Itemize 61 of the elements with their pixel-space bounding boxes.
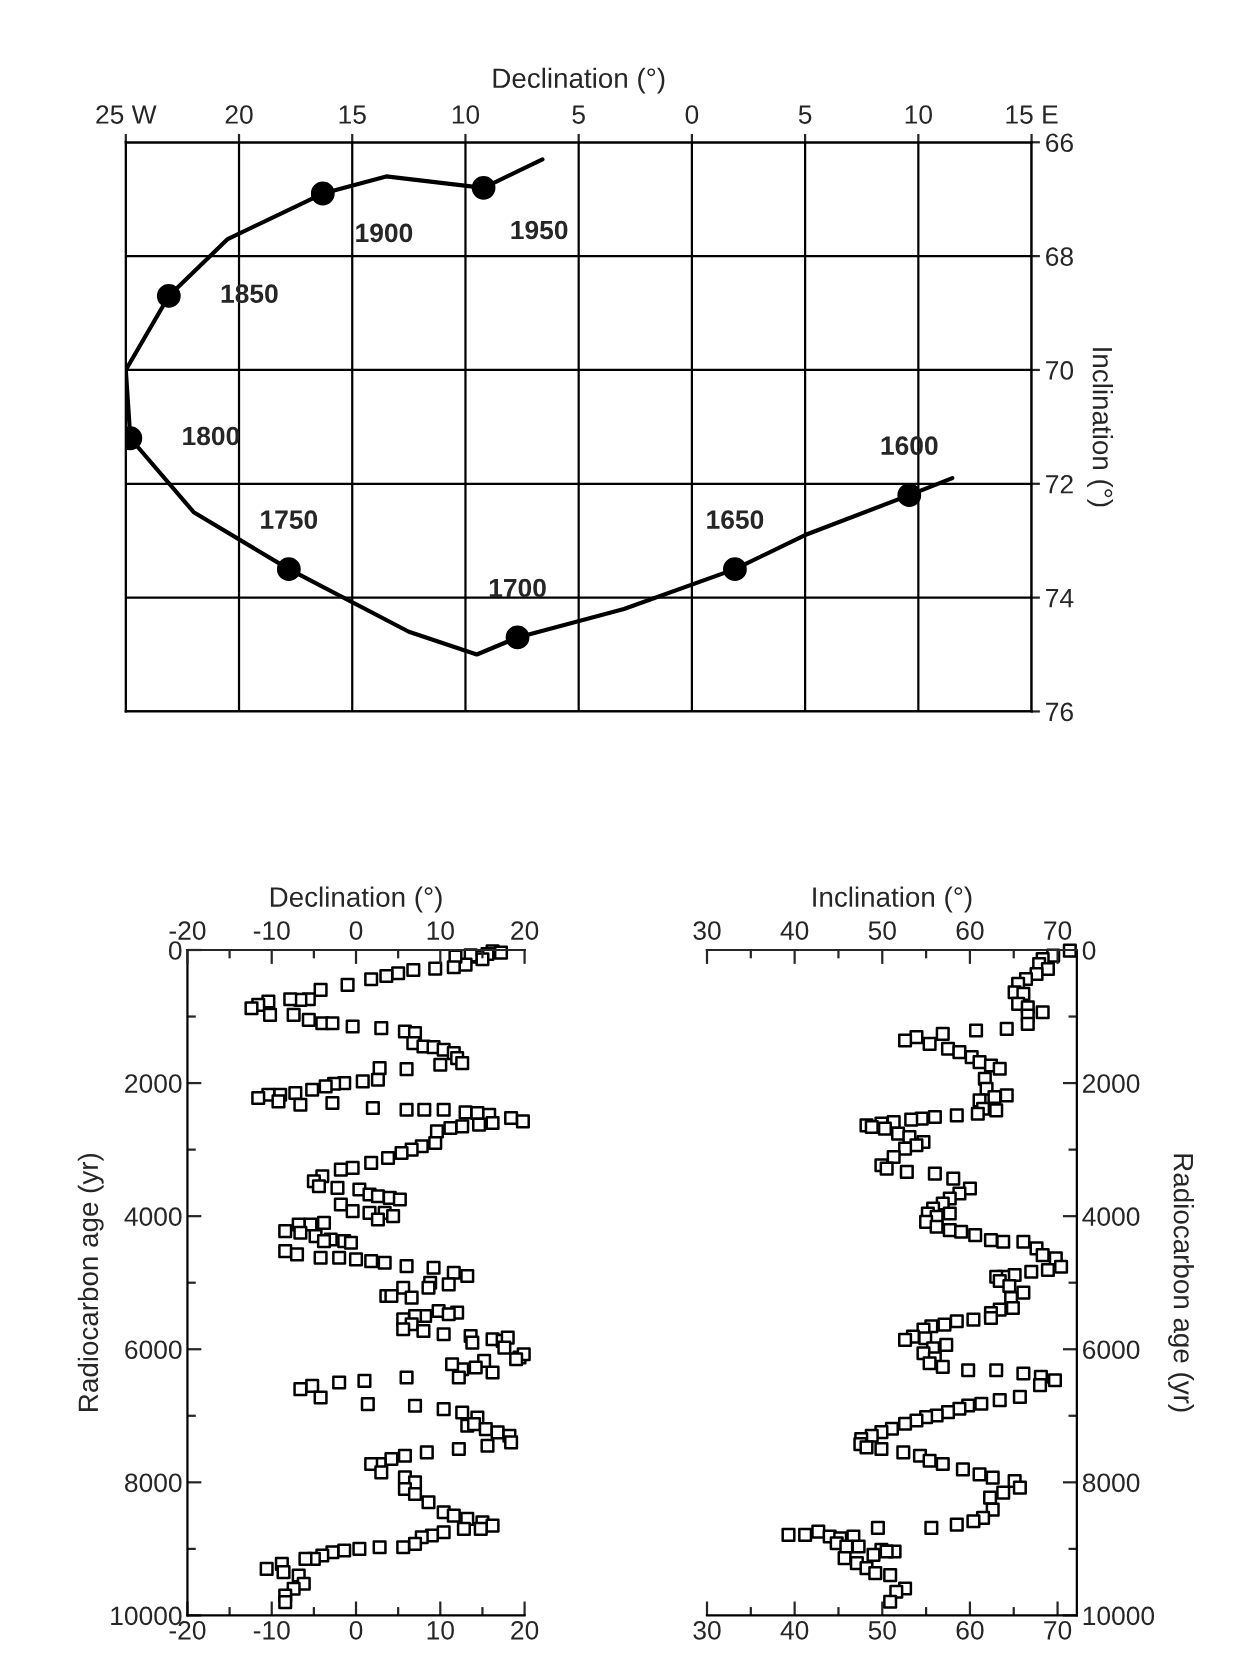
x2-tick-label: 40 — [780, 921, 809, 940]
x-tick-label: 10 — [905, 105, 932, 124]
x-tick-label: 20 — [511, 1620, 539, 1640]
x-tick-label: 60 — [956, 1620, 984, 1640]
y-axis-title: Radiocarbon age (yr) — [77, 1153, 104, 1411]
y2-tick-label: 8000 — [1082, 1473, 1140, 1493]
y2-axis-title: Radiocarbon age (yr) — [1168, 1154, 1194, 1412]
x-tick-label: 30 — [693, 1620, 721, 1640]
x-axis-title: Declination (°) — [493, 67, 665, 94]
x-tick-label: 10 — [427, 1620, 454, 1640]
y-tick-label: 76 — [1046, 702, 1073, 722]
annotation: 1650 — [707, 510, 764, 530]
x-tick-label: 0 — [685, 105, 699, 124]
x2-axis-title: Declination (°) — [270, 886, 442, 913]
y-tick-label: 8000 — [125, 1473, 182, 1493]
point — [276, 557, 301, 582]
y-tick-label: 68 — [1046, 247, 1073, 266]
x-tick-label: 40 — [780, 1620, 809, 1640]
point — [897, 483, 922, 508]
x-tick-label: 50 — [868, 1620, 896, 1640]
y2-tick-label: 6000 — [1083, 1340, 1140, 1360]
x-tick-label: 15 — [339, 105, 366, 124]
x-tick-label: -10 — [253, 1620, 290, 1640]
annotation: 1900 — [356, 223, 413, 243]
x2-tick-label: -10 — [253, 921, 290, 940]
point — [471, 175, 496, 200]
x2-tick-label: 20 — [511, 921, 539, 940]
y-tick-label: 72 — [1046, 474, 1073, 494]
annotation: 1700 — [489, 578, 546, 598]
x2-tick-label: -20 — [169, 921, 206, 940]
y2-tick-label: 10000 — [1083, 1606, 1155, 1626]
y2-tick-label: 2000 — [1083, 1074, 1140, 1093]
point — [723, 557, 747, 582]
x-tick-label: 10 — [452, 105, 480, 124]
x-tick-label: 5 — [798, 105, 812, 124]
y-tick-label: 2000 — [125, 1074, 182, 1093]
x2-tick-label: 30 — [693, 921, 721, 940]
y-tick-label: 74 — [1046, 589, 1074, 608]
x-tick-label: 0 — [349, 1620, 363, 1640]
x2-tick-label: 10 — [427, 921, 454, 940]
y-axis-title: Inclination (°) — [1087, 348, 1113, 507]
point — [505, 625, 530, 650]
x2-tick-label: 60 — [956, 921, 984, 940]
x-tick-label: 20 — [225, 105, 253, 124]
x2-tick-label: 50 — [868, 921, 896, 940]
y2-tick-label: 4000 — [1082, 1207, 1140, 1226]
point — [156, 284, 181, 308]
annotation: 1750 — [261, 510, 318, 530]
y-tick-label: 0 — [168, 941, 182, 960]
y-tick-label: 66 — [1046, 133, 1073, 153]
point — [310, 181, 335, 206]
x-tick-label: 25 W — [96, 105, 157, 124]
y-tick-label: 70 — [1046, 361, 1074, 380]
y2-tick-label: 0 — [1082, 941, 1096, 960]
x-tick-label: 15 E — [1006, 105, 1058, 124]
annotation: 1950 — [511, 220, 568, 240]
y-tick-label: 4000 — [124, 1207, 182, 1226]
x-tick-label: 5 — [572, 105, 585, 124]
x2-tick-label: 0 — [349, 921, 363, 940]
y-tick-label: 6000 — [125, 1340, 182, 1360]
x2-axis-title: Inclination (°) — [813, 886, 972, 913]
